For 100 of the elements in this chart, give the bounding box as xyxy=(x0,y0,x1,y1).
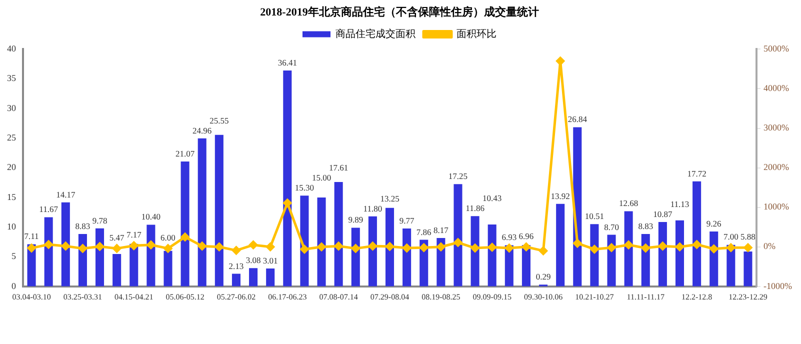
data-label: 8.83 xyxy=(75,221,90,232)
data-label: 17.72 xyxy=(687,168,706,178)
data-label: 9.89 xyxy=(348,214,364,225)
point xyxy=(44,240,53,249)
bar xyxy=(232,274,240,286)
data-label: 8.70 xyxy=(604,222,619,232)
point xyxy=(658,242,667,250)
legend-label: 面积环比 xyxy=(456,28,496,40)
x-tick-label: 08.19-08.25 xyxy=(422,292,460,302)
x-tick-label: 12.23-12.29 xyxy=(728,292,768,302)
bar xyxy=(607,234,616,286)
bar xyxy=(198,138,206,286)
bar xyxy=(692,181,702,286)
bar xyxy=(112,254,122,286)
bar xyxy=(317,197,326,286)
point xyxy=(556,56,565,66)
bar xyxy=(61,202,70,286)
data-label: 11.67 xyxy=(39,204,58,214)
y2-tick-label: 0% xyxy=(764,241,776,252)
data-label: 5.47 xyxy=(109,232,124,242)
point xyxy=(488,243,496,252)
bar xyxy=(214,134,224,286)
data-label: 10.51 xyxy=(584,211,604,222)
data-label: 6.96 xyxy=(518,230,534,241)
point xyxy=(266,242,275,252)
y-tick-label: 20 xyxy=(7,162,16,172)
bar xyxy=(249,268,258,286)
data-label: 13.25 xyxy=(380,193,400,204)
point xyxy=(573,239,582,248)
bar xyxy=(283,70,292,286)
data-label: 13.92 xyxy=(550,190,570,201)
data-label: 10.40 xyxy=(141,212,160,222)
bar xyxy=(658,222,667,286)
data-label: 21.07 xyxy=(175,148,195,158)
x-tick-label: 03.25-03.31 xyxy=(63,292,102,302)
data-label: 3.01 xyxy=(262,256,278,266)
data-label: 8.83 xyxy=(638,221,654,232)
y-tick-label: 40 xyxy=(7,44,16,54)
y2-tick-label: -1000% xyxy=(764,280,793,291)
data-label: 26.84 xyxy=(568,114,588,124)
point xyxy=(420,243,428,252)
data-label: 11.86 xyxy=(466,203,484,214)
point xyxy=(607,243,616,252)
point xyxy=(454,238,462,247)
point xyxy=(164,244,172,253)
y-tick-label: 30 xyxy=(7,102,16,113)
y-tick-label: 5 xyxy=(12,251,16,262)
point xyxy=(386,242,394,251)
point xyxy=(300,244,309,254)
y2-tick-label: 2000% xyxy=(764,162,790,172)
bar xyxy=(624,211,633,286)
point xyxy=(27,244,36,252)
point xyxy=(146,240,156,250)
bar xyxy=(454,184,462,286)
data-label: 10.87 xyxy=(653,208,672,219)
x-tick-label: 05.06-05.12 xyxy=(166,292,204,302)
data-label: 8.17 xyxy=(433,224,448,235)
point xyxy=(214,242,224,252)
data-label: 9.78 xyxy=(92,215,108,226)
y2-tick-label: 3000% xyxy=(764,122,790,133)
data-label: 14.17 xyxy=(56,189,76,200)
point xyxy=(522,242,530,252)
data-label: 7.17 xyxy=(126,230,142,240)
x-tick-label: 11.11-11.17 xyxy=(626,292,665,302)
bar xyxy=(164,250,172,286)
point xyxy=(744,243,752,252)
point xyxy=(539,246,548,256)
point xyxy=(675,242,684,252)
legend-label: 商品住宅成交面积 xyxy=(336,28,416,40)
point xyxy=(590,244,599,254)
data-label: 7.00 xyxy=(723,232,738,242)
y-tick-label: 0 xyxy=(12,280,16,291)
y2-tick-label: 4000% xyxy=(764,83,790,94)
point xyxy=(317,242,326,252)
data-label: 11.13 xyxy=(670,198,690,209)
data-label: 24.96 xyxy=(192,125,212,136)
point xyxy=(641,244,650,252)
y-tick-label: 10 xyxy=(7,221,16,232)
point xyxy=(470,244,480,252)
point xyxy=(624,240,633,250)
point xyxy=(402,244,412,252)
y-tick-label: 25 xyxy=(7,132,16,143)
data-label: 3.08 xyxy=(246,255,261,266)
point xyxy=(436,242,446,252)
data-label: 12.68 xyxy=(619,198,638,208)
point xyxy=(112,244,122,253)
x-tick-label: 09.09-09.15 xyxy=(472,292,512,302)
data-label: 15.30 xyxy=(294,182,314,193)
x-tick-label: 10.21-10.27 xyxy=(575,292,614,302)
data-label: 2.13 xyxy=(228,260,244,271)
x-tick-label: 07.29-08.04 xyxy=(370,292,410,302)
point xyxy=(130,241,138,250)
x-tick-label: 05.27-06.02 xyxy=(216,292,256,302)
bar xyxy=(556,204,565,286)
y2-tick-label: 1000% xyxy=(764,202,790,212)
data-label: 11.80 xyxy=(363,203,382,214)
point xyxy=(368,242,377,250)
chart-title: 2018-2019年北京商品住宅（不含保障性住房）成交量统计 xyxy=(260,5,539,18)
data-label: 7.86 xyxy=(416,226,432,237)
data-label: 15.00 xyxy=(312,172,332,183)
